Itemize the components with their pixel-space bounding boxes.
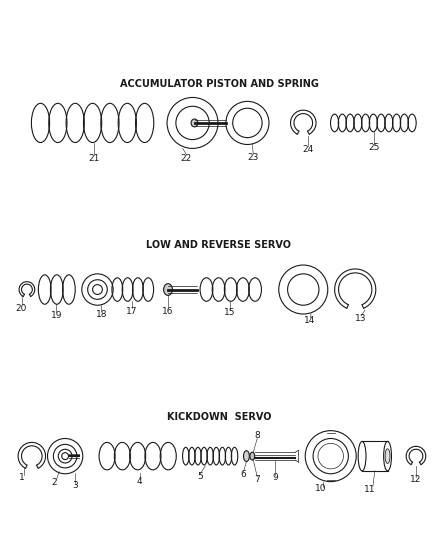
Text: 13: 13 bbox=[355, 314, 367, 324]
Ellipse shape bbox=[385, 449, 390, 464]
Text: 11: 11 bbox=[364, 485, 376, 494]
Text: 4: 4 bbox=[137, 477, 142, 486]
Text: LOW AND REVERSE SERVO: LOW AND REVERSE SERVO bbox=[146, 240, 292, 251]
Text: 23: 23 bbox=[247, 153, 259, 161]
Text: 18: 18 bbox=[95, 310, 107, 319]
Text: 22: 22 bbox=[180, 154, 191, 163]
Text: 1: 1 bbox=[19, 473, 25, 482]
Ellipse shape bbox=[191, 119, 198, 127]
Ellipse shape bbox=[164, 284, 173, 295]
Text: ACCUMULATOR PISTON AND SPRING: ACCUMULATOR PISTON AND SPRING bbox=[120, 79, 318, 88]
Text: 12: 12 bbox=[410, 475, 422, 484]
Text: 5: 5 bbox=[198, 472, 203, 481]
Ellipse shape bbox=[62, 453, 69, 459]
Ellipse shape bbox=[244, 451, 249, 462]
Text: 24: 24 bbox=[303, 145, 314, 154]
Text: 20: 20 bbox=[15, 304, 27, 313]
Text: 16: 16 bbox=[162, 306, 174, 316]
Text: 8: 8 bbox=[254, 431, 260, 440]
Text: KICKDOWN  SERVO: KICKDOWN SERVO bbox=[167, 412, 271, 422]
Text: 14: 14 bbox=[304, 317, 316, 325]
Text: 17: 17 bbox=[126, 306, 138, 316]
Text: 25: 25 bbox=[368, 143, 380, 152]
Ellipse shape bbox=[250, 452, 255, 460]
Text: 19: 19 bbox=[50, 311, 62, 319]
Text: 6: 6 bbox=[240, 470, 246, 479]
Text: 21: 21 bbox=[88, 154, 99, 163]
Text: 2: 2 bbox=[52, 478, 57, 487]
Text: 15: 15 bbox=[224, 308, 236, 317]
Text: 9: 9 bbox=[272, 473, 278, 482]
Text: 7: 7 bbox=[254, 475, 260, 484]
Text: 3: 3 bbox=[72, 481, 78, 490]
Text: 10: 10 bbox=[315, 484, 327, 493]
